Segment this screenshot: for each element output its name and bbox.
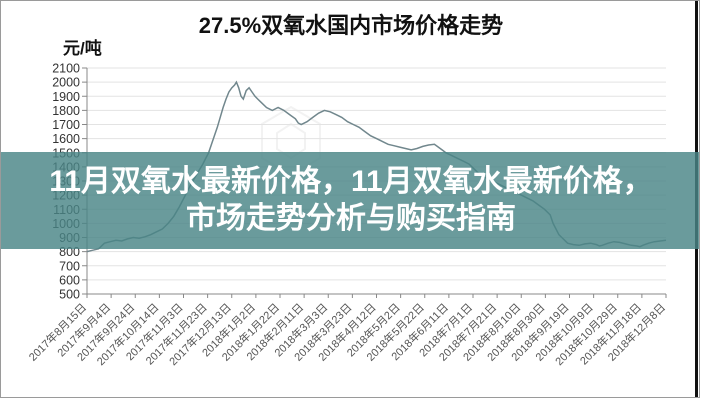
- svg-text:600: 600: [59, 273, 80, 287]
- svg-text:500: 500: [59, 288, 80, 302]
- svg-text:1600: 1600: [52, 132, 80, 146]
- svg-text:1800: 1800: [52, 104, 80, 118]
- svg-text:2100: 2100: [52, 62, 80, 76]
- svg-text:1700: 1700: [52, 118, 80, 132]
- svg-text:700: 700: [59, 259, 80, 273]
- svg-text:2000: 2000: [52, 76, 80, 90]
- svg-text:1900: 1900: [52, 90, 80, 104]
